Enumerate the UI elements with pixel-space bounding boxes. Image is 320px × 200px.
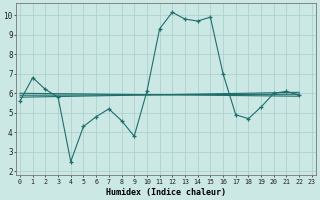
- X-axis label: Humidex (Indice chaleur): Humidex (Indice chaleur): [106, 188, 226, 197]
